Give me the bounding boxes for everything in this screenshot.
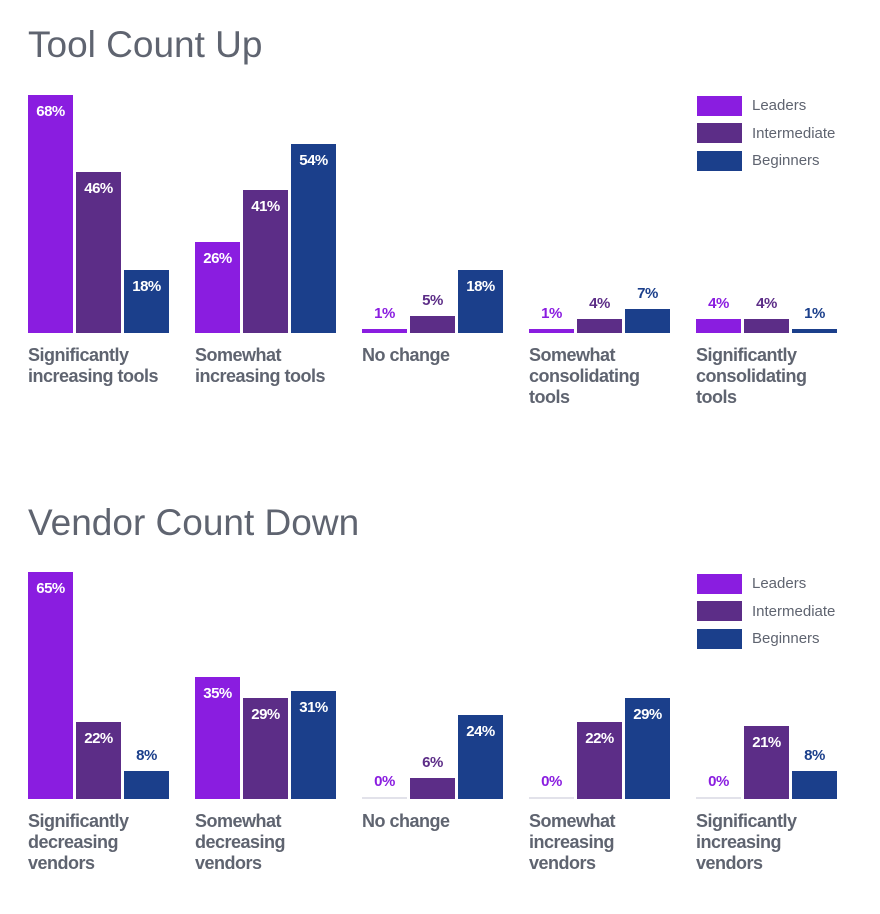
legend-item: Leaders [697, 570, 835, 598]
value-label: 7% [637, 284, 658, 302]
legend-label: Leaders [752, 97, 807, 115]
legend-label: Leaders [752, 575, 807, 593]
value-label: 8% [804, 747, 825, 764]
legend-swatch [697, 123, 742, 144]
bar-beginners [291, 144, 336, 333]
legend-swatch [697, 150, 742, 171]
bar-intermediate [744, 319, 789, 333]
legend-item: Intermediate [697, 120, 835, 148]
value-label: 0% [374, 773, 395, 790]
bar-intermediate [410, 315, 455, 333]
bar-leaders [195, 242, 240, 333]
category-label: Significantly increasing vendors [696, 811, 797, 873]
bar-beginners [792, 771, 837, 799]
bar-beginners [625, 308, 670, 333]
legend-label: Intermediate [752, 124, 836, 142]
category-label: No change [362, 811, 450, 831]
legend: Leaders Intermediate Beginners [697, 92, 835, 175]
value-label: 0% [541, 773, 562, 790]
bar-intermediate [76, 722, 121, 799]
bar-intermediate [577, 722, 622, 799]
category-label: No change [362, 345, 450, 365]
category-label: Significantly decreasing vendors [28, 811, 129, 873]
value-label: 18% [132, 278, 161, 295]
bar-leaders [28, 571, 73, 799]
bar-leaders [195, 676, 240, 799]
legend-swatch [697, 95, 742, 116]
legend-label: Beginners [752, 630, 820, 648]
value-label: 21% [752, 733, 781, 751]
value-label: 22% [585, 730, 614, 747]
value-label: 29% [633, 705, 662, 723]
bar-intermediate [243, 697, 288, 799]
bar-leaders [28, 95, 73, 333]
chart-title-vendor-count: Vendor Count Down [28, 502, 360, 543]
chart-title-tool-count: Tool Count Up [28, 24, 263, 65]
bar-intermediate [744, 725, 789, 799]
bar-intermediate [410, 778, 455, 799]
bar-beginners [625, 697, 670, 799]
value-label: 26% [203, 250, 232, 267]
bar-leaders [362, 797, 407, 799]
bar-beginners [458, 715, 503, 799]
value-label: 18% [466, 278, 495, 295]
value-label: 22% [84, 730, 113, 747]
value-label: 29% [251, 705, 280, 723]
category-label: Somewhat decreasing vendors [195, 811, 286, 873]
value-label: 24% [466, 723, 495, 740]
legend-item: Leaders [697, 92, 835, 120]
legend-item: Beginners [697, 147, 835, 175]
value-label: 54% [299, 152, 328, 169]
bar-leaders [696, 319, 741, 333]
bar-leaders [529, 329, 574, 333]
value-label: 4% [756, 295, 777, 312]
value-label: 8% [136, 747, 157, 764]
legend-swatch [697, 628, 742, 649]
category-label: Somewhat increasing tools [195, 345, 326, 386]
bar-leaders [362, 329, 407, 333]
value-label: 68% [36, 103, 65, 120]
value-label: 0% [708, 773, 729, 790]
value-label: 5% [422, 291, 443, 309]
bar-beginners [458, 270, 503, 333]
bar-intermediate [76, 172, 121, 333]
legend-item: Intermediate [697, 598, 835, 626]
bar-beginners [291, 690, 336, 799]
legend-label: Intermediate [752, 602, 836, 620]
value-label: 6% [422, 754, 443, 771]
bar-intermediate [243, 189, 288, 333]
legend-swatch [697, 573, 742, 594]
value-label: 65% [36, 579, 65, 597]
bar-intermediate [577, 319, 622, 333]
legend-swatch [697, 601, 742, 622]
legend-item: Beginners [697, 625, 835, 653]
legend-label: Beginners [752, 152, 820, 170]
value-label: 31% [299, 698, 328, 716]
value-label: 46% [84, 180, 113, 197]
value-label: 35% [203, 684, 232, 702]
value-label: 4% [708, 295, 729, 312]
bar-beginners [124, 270, 169, 333]
category-label: Significantly increasing tools [28, 345, 159, 386]
bar-leaders [529, 797, 574, 799]
tool-count-chart: 68% 46% 18% Significantly increasing tools 2… [0, 0, 880, 420]
bar-leaders [696, 797, 741, 799]
value-label: 41% [251, 197, 280, 215]
value-label: 1% [374, 305, 395, 322]
legend: Leaders Intermediate Beginners [697, 570, 835, 653]
bar-beginners [792, 329, 837, 333]
bar-beginners [124, 771, 169, 799]
category-label: Somewhat consolidating tools [529, 345, 640, 407]
value-label: 1% [804, 305, 825, 322]
value-label: 1% [541, 305, 562, 322]
category-label: Significantly consolidating tools [696, 345, 807, 407]
value-label: 4% [589, 295, 610, 312]
category-label: Somewhat increasing vendors [529, 811, 616, 873]
